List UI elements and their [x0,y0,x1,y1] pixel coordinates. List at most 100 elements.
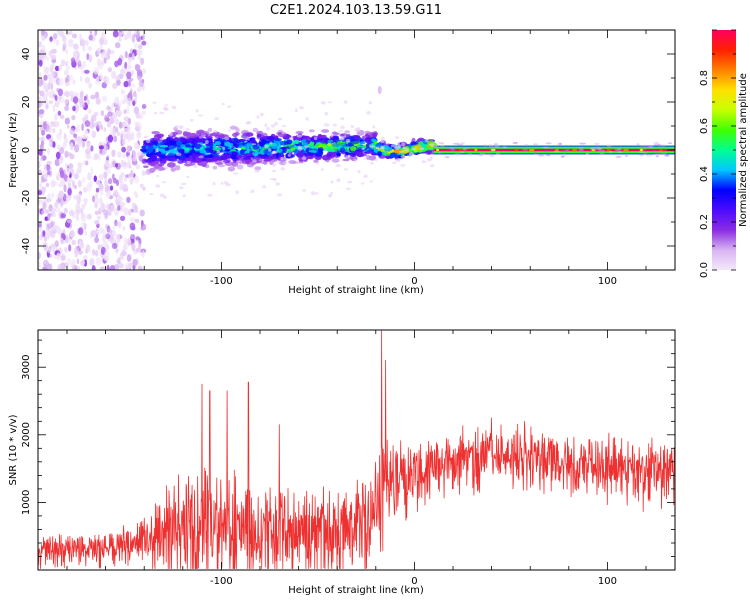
spectrogram-blob [99,37,104,46]
spectrogram-blob [78,227,84,236]
spectrogram-blob [199,146,204,151]
spectrogram-blob [124,51,128,59]
spectrogram-blob [212,155,221,160]
spectrogram-blob [120,99,127,105]
spectrogram-blob [350,146,356,152]
spectrogram-panel: -100 0 100 -40 -20 0 20 40 Height of straight l… [8,29,676,296]
spectrogram-blob [47,263,53,270]
y-tick-label: 2000 [21,422,32,447]
spectrogram-blob [645,154,653,157]
spectrogram-blob [141,40,147,46]
spectrogram-blob [65,48,69,55]
spectrogram-blob [60,114,65,120]
spectrogram-blob [369,162,375,165]
spectrogram-blob [171,149,179,154]
spectrogram-blob [277,117,283,121]
spectrogram-blob [64,77,69,83]
spectrogram-blob [658,150,662,153]
spectrogram-blob [94,236,99,244]
spectrogram-blob [553,150,560,153]
spectrogram-blob [114,42,121,49]
spectrogram-blob [115,248,119,254]
x-tick-label: 100 [598,276,617,287]
spectrogram-blob [254,169,260,173]
spectrogram-blob [224,136,230,141]
spectrogram-blob [175,152,182,157]
spectrogram-blob [274,121,279,126]
spectrogram-blob [112,225,116,230]
spectrogram-blob [212,181,216,186]
spectrogram-blob [494,145,500,148]
spectrogram-blob [83,255,88,263]
spectrogram-blob [128,79,131,87]
spectrogram-blob [533,152,538,155]
spectrogram-blob [83,223,87,231]
spectrogram-blob [336,152,341,157]
spectrogram-region-1 [140,100,380,199]
spectrogram-blob [88,82,93,89]
spectrogram-blob [333,135,340,140]
spectrogram-blob [169,132,174,137]
spectrogram-blob [96,215,101,221]
spectrogram-blob [493,143,499,146]
spectrogram-blob [123,116,130,122]
spectrogram-blob [151,131,160,135]
spectrogram-blob [268,153,277,158]
spectrogram-blob [51,54,57,61]
spectrogram-blob [502,146,508,149]
spectrogram-blob [306,155,312,159]
spectrogram-blob [353,159,357,163]
spectrogram-blob [109,229,113,235]
spectrogram-blob [112,82,118,89]
spectrogram-blob [338,137,344,141]
y-tick-label: 40 [21,48,32,61]
spectrogram-blob [51,192,55,199]
spectrogram-blob [250,189,255,194]
spectrogram-blob [370,180,373,183]
spectrogram-blob [446,147,451,150]
spectrogram-blob [297,147,303,151]
spectrogram-blob [84,130,89,135]
spectrogram-blob [92,155,98,161]
spectrogram-blob [122,225,126,231]
spectrogram-blob [98,197,104,206]
spectrogram-blob [38,261,41,269]
spectrogram-blob [74,144,80,153]
spectrogram-blob [43,66,50,74]
spectrogram-blob [489,154,495,157]
spectrogram-blob [194,143,202,149]
spectrogram-blob [127,64,132,70]
spectrogram-blob [71,258,76,266]
spectrogram-blob [318,147,324,152]
spectrogram-blob [43,173,49,179]
spectrogram-blob [349,152,356,157]
spectrogram-blob [109,127,116,135]
spectrogram-blob [69,30,73,35]
spectrogram-blob [86,53,90,61]
spectrogram-blob [343,168,349,171]
spectrogram-blob [46,170,51,176]
spectrogram-blob [315,156,322,161]
spectrogram-blob [185,143,191,149]
spectrogram-blob [118,121,123,129]
spectrogram-blob [450,147,455,150]
spectrogram-blob [118,110,123,115]
spectrogram-blob [94,220,100,225]
spectrogram-blob [138,155,144,162]
spectrogram-blob [127,59,131,65]
spectrogram-blob [123,128,128,133]
spectrogram-blob [111,70,117,79]
spectrogram-blob [70,143,74,151]
spectrogram-blob [421,160,427,164]
spectrogram-blob [142,34,145,40]
spectrogram-blob [256,154,265,159]
colorbar-gradient [712,30,736,270]
spectrogram-blob [86,213,92,220]
spectrogram-blob [244,157,251,160]
spectrogram-blob [264,144,269,148]
spectrogram-blob [83,69,90,74]
spectrogram-blob [137,53,141,61]
spectrogram-blob [284,141,289,145]
spectrogram-blob [95,187,100,193]
spectrogram-blob [134,93,138,101]
